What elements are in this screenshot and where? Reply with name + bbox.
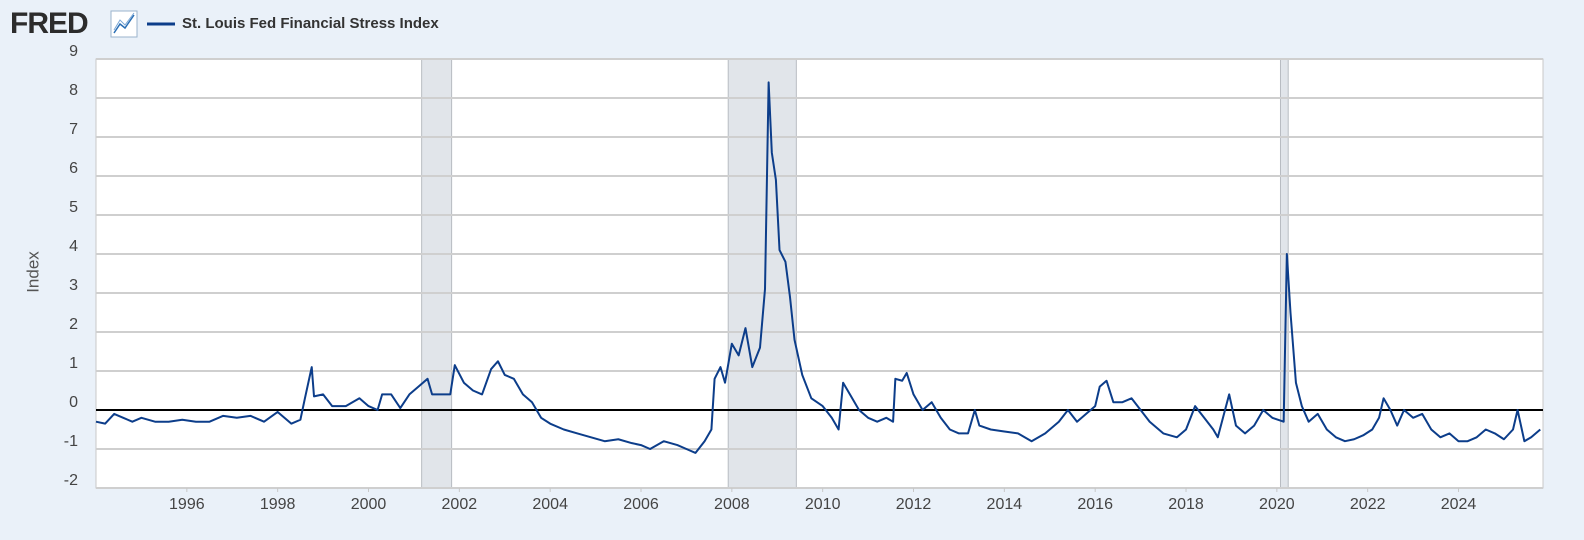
x-tick-label: 2018 <box>1168 496 1204 513</box>
y-tick-label: 2 <box>69 316 78 333</box>
y-axis-label: Index <box>23 251 42 293</box>
y-tick-label: 0 <box>69 394 78 411</box>
recession-band <box>421 58 453 489</box>
x-tick-label: 1998 <box>260 496 296 513</box>
y-tick-label: 5 <box>69 199 78 216</box>
graph-icon <box>110 10 138 38</box>
x-tick-label: 2014 <box>987 496 1023 513</box>
y-tick-label: 1 <box>69 355 78 372</box>
x-tick-label: 2008 <box>714 496 750 513</box>
y-tick-label: -1 <box>64 433 78 450</box>
y-tick-label: 6 <box>69 160 78 177</box>
recession-band <box>727 58 797 489</box>
x-tick-label: 2004 <box>532 496 568 513</box>
x-tick-label: 2024 <box>1441 496 1477 513</box>
logo: FRED <box>10 7 88 40</box>
series-line <box>95 81 1541 454</box>
x-tick-label: 2020 <box>1259 496 1295 513</box>
y-tick-label: 9 <box>69 43 78 60</box>
x-tick-label: 2012 <box>896 496 932 513</box>
y-tick-label: 7 <box>69 121 78 138</box>
plot-area <box>95 58 1544 489</box>
y-tick-label: 8 <box>69 82 78 99</box>
y-tick-label: 4 <box>69 238 78 255</box>
x-tick-label: 2010 <box>805 496 841 513</box>
y-tick-label: -2 <box>64 472 78 489</box>
x-tick-label: 2016 <box>1077 496 1113 513</box>
x-tick-label: 2002 <box>442 496 478 513</box>
y-tick-label: 3 <box>69 277 78 294</box>
x-tick-label: 2022 <box>1350 496 1386 513</box>
legend-label: St. Louis Fed Financial Stress Index <box>182 15 439 32</box>
x-tick-label: 1996 <box>169 496 205 513</box>
x-tick-label: 2000 <box>351 496 387 513</box>
x-tick-label: 2006 <box>623 496 659 513</box>
